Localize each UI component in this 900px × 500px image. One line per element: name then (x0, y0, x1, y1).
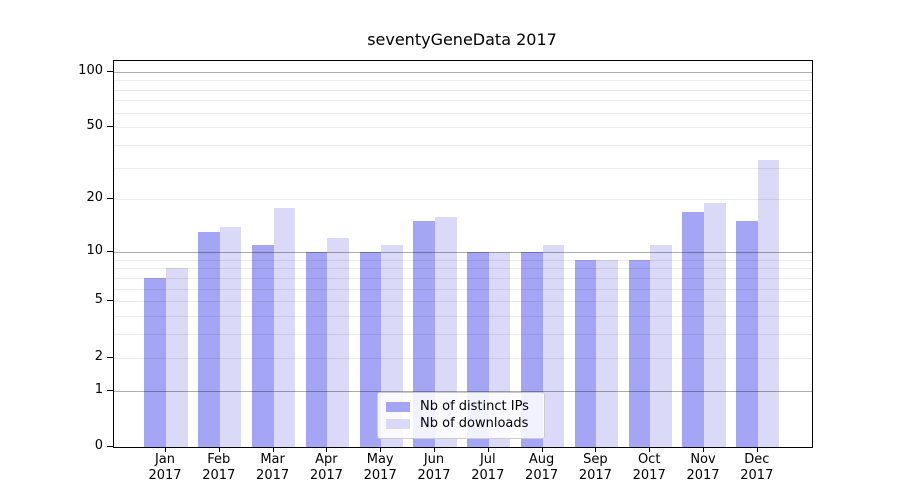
x-tick-label-apr: Apr 2017 (309, 452, 343, 483)
x-tick-label-may: May 2017 (363, 452, 397, 483)
bar-ips-apr (305, 251, 328, 447)
x-tick-label-jul: Jul 2017 (471, 452, 505, 483)
bar-downloads-dec (757, 160, 780, 447)
gridline-minor (114, 288, 812, 290)
x-tick-label-feb: Feb 2017 (202, 452, 236, 483)
y-tick (107, 446, 113, 447)
gridline-minor (114, 100, 812, 102)
y-tick (107, 300, 113, 302)
x-tick (703, 447, 704, 452)
x-tick (326, 447, 328, 452)
legend-label: Nb of downloads (420, 416, 529, 431)
gridline-minor (114, 127, 812, 129)
x-tick-label-aug: Aug 2017 (525, 452, 559, 483)
x-tick-label-nov: Nov 2017 (686, 452, 720, 483)
y-tick-label: 1 (94, 381, 103, 397)
y-tick (107, 389, 113, 391)
bar-downloads-nov (704, 203, 726, 447)
y-tick (107, 250, 113, 252)
bar-downloads-oct (650, 244, 672, 447)
gridline-minor (114, 316, 812, 318)
gridline-minor (114, 268, 812, 270)
bar-downloads-sep (596, 259, 619, 447)
x-tick (434, 447, 435, 452)
y-tick-label: 10 (86, 242, 103, 258)
plot-area (113, 60, 813, 448)
bar-downloads-jun (435, 216, 457, 447)
gridline-major (114, 390, 812, 392)
x-tick-label-jun: Jun 2017 (417, 452, 451, 483)
bar-ips-sep (574, 259, 597, 447)
x-tick-label-mar: Mar 2017 (256, 452, 290, 483)
legend-label: Nb of distinct IPs (420, 399, 529, 414)
gridline-minor (114, 144, 812, 146)
gridline-minor (114, 301, 812, 303)
chart-title: seventyGeneData 2017 (367, 30, 557, 49)
y-tick-label: 100 (78, 62, 103, 78)
gridline-minor (114, 334, 812, 336)
bar-ips-dec (736, 221, 758, 447)
legend-item: Nb of distinct IPs (386, 398, 536, 415)
x-tick-label-oct: Oct 2017 (632, 452, 666, 483)
x-tick (272, 447, 274, 452)
gridline-major (114, 251, 812, 253)
legend-item: Nb of downloads (386, 415, 536, 432)
bar-downloads-aug (542, 244, 565, 447)
gridline-minor (114, 357, 812, 359)
gridline-minor (114, 112, 812, 114)
gridline-minor (114, 259, 812, 261)
bar-ips-mar (251, 244, 274, 447)
bar-downloads-mar (273, 207, 296, 447)
y-tick (107, 70, 113, 72)
gridline-minor (114, 277, 812, 279)
y-tick-label: 2 (94, 348, 103, 364)
x-tick-label-sep: Sep 2017 (578, 452, 612, 483)
y-tick (107, 198, 113, 200)
y-tick-label: 0 (94, 438, 103, 453)
bar-ips-nov (682, 211, 704, 447)
x-tick-label-dec: Dec 2017 (740, 452, 774, 483)
bar-ips-jan (144, 277, 166, 447)
y-tick (107, 356, 113, 358)
x-tick (541, 447, 543, 452)
y-tick-label: 50 (86, 118, 103, 134)
bar-downloads-jan (166, 268, 188, 447)
y-tick-label: 20 (86, 190, 103, 206)
legend-swatch-downloads (386, 418, 410, 429)
bar-ips-may (359, 251, 382, 447)
bar-downloads-feb (219, 226, 242, 447)
x-tick (595, 447, 597, 452)
x-tick (380, 447, 382, 452)
gridline-major (114, 71, 812, 73)
x-tick (218, 447, 220, 452)
gridline-minor (114, 89, 812, 91)
y-tick (107, 126, 113, 128)
gridline-minor (114, 199, 812, 201)
x-tick (165, 447, 166, 452)
bar-ips-feb (198, 232, 220, 447)
y-tick-label: 5 (94, 292, 103, 308)
legend: Nb of distinct IPs Nb of downloads (377, 392, 545, 439)
x-tick (649, 447, 651, 452)
gridline-minor (114, 80, 812, 82)
bar-ips-jun (413, 221, 435, 447)
x-tick (487, 447, 489, 452)
bar-downloads-apr (327, 238, 350, 447)
x-tick-label-jan: Jan 2017 (148, 452, 182, 483)
x-tick (756, 447, 758, 452)
bar-ips-oct (628, 259, 651, 447)
gridline-minor (114, 167, 812, 169)
legend-swatch-ips (386, 401, 410, 412)
